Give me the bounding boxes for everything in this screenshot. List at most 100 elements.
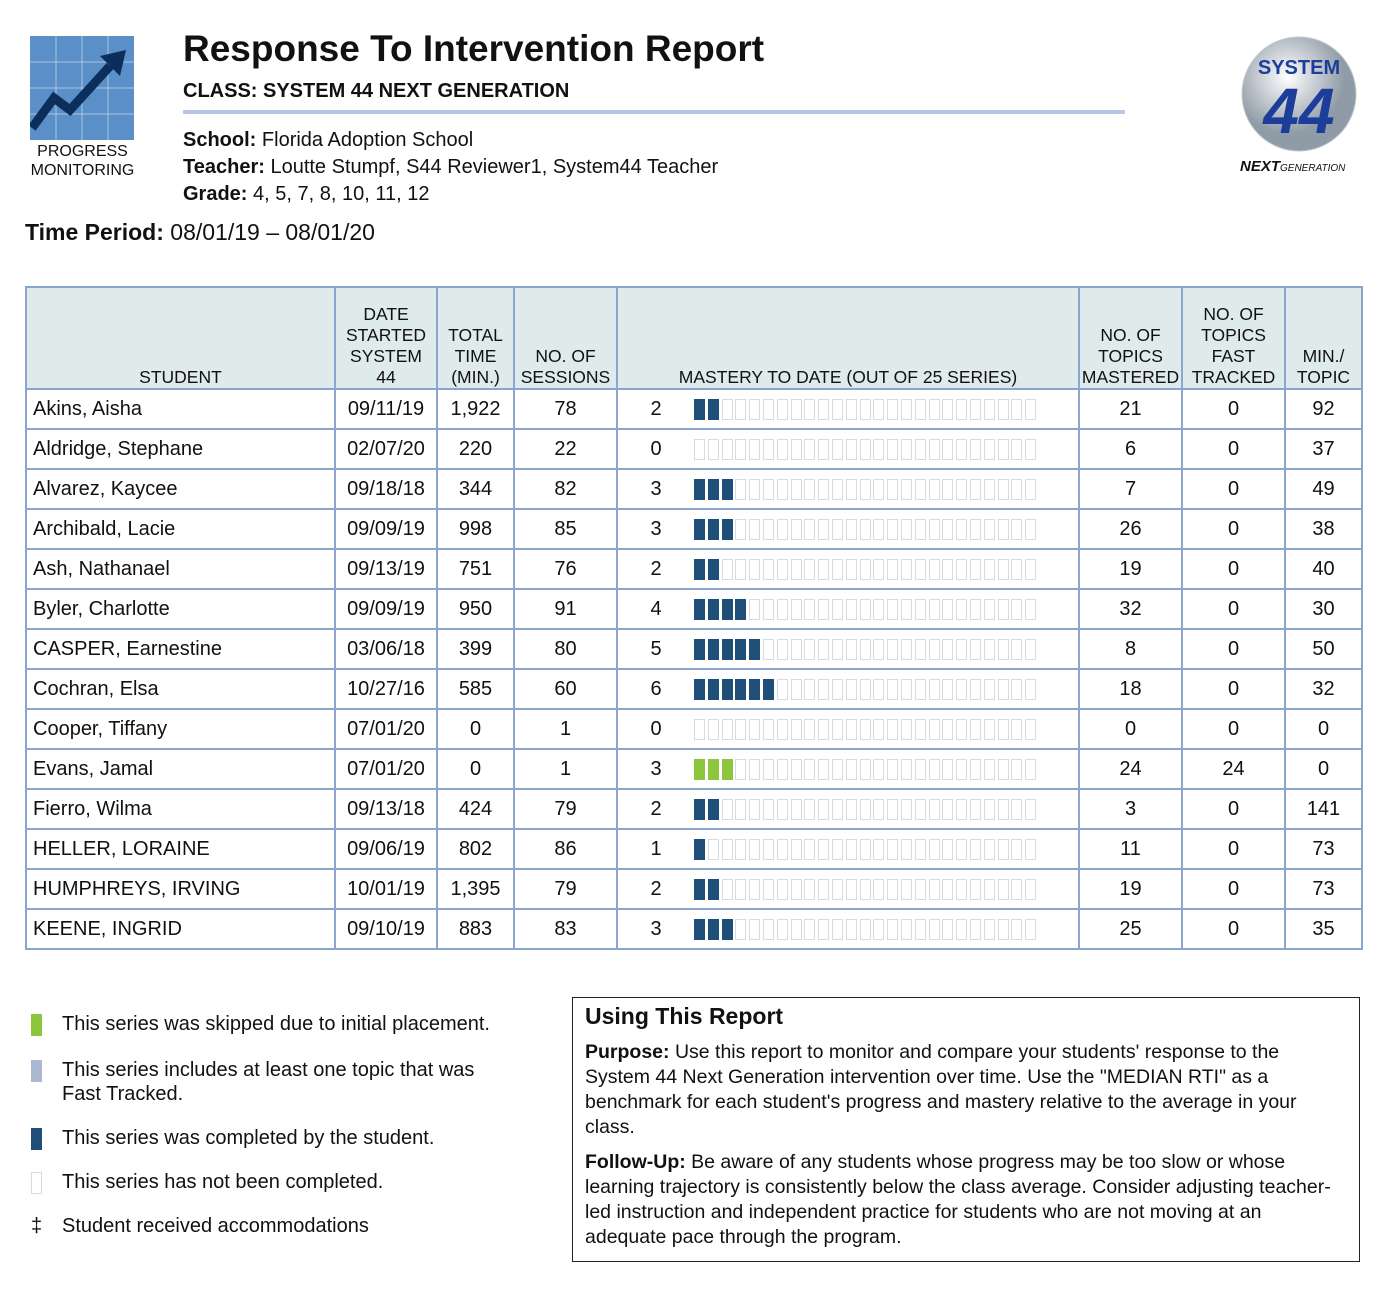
series-open (776, 878, 788, 900)
series-open (983, 758, 995, 780)
series-open (1025, 558, 1037, 580)
mastery-count: 3 (650, 917, 662, 940)
series-open (831, 558, 843, 580)
series-open (969, 638, 981, 660)
series-open (942, 838, 954, 860)
column-header: STUDENT (25, 286, 336, 390)
legend-swatch (31, 1060, 42, 1082)
series-open (900, 838, 912, 860)
series-open (942, 918, 954, 940)
mastery-count: 0 (650, 717, 662, 740)
series-done (735, 638, 747, 660)
series-open (900, 758, 912, 780)
series-open (831, 598, 843, 620)
series-done (707, 678, 719, 700)
logo-system: SYSTEM (1258, 57, 1340, 79)
series-open (721, 398, 733, 420)
cell: 24 (1078, 748, 1183, 790)
row: Byler, Charlotte 09/09/19 950 91 4 32 0 30 (25, 588, 1363, 630)
field-label: Grade: (183, 183, 248, 205)
series-open (831, 758, 843, 780)
series-open (1025, 398, 1037, 420)
series-open (818, 718, 830, 740)
mastery-cell: 2 (616, 388, 1080, 430)
series-open (735, 918, 747, 940)
cell: Cochran, Elsa (25, 668, 336, 710)
series-done (694, 918, 705, 940)
cell: 09/13/19 (334, 548, 438, 590)
series-open (1011, 638, 1023, 660)
cell: 220 (436, 428, 515, 470)
series-done (707, 518, 719, 540)
series-open (831, 678, 843, 700)
series-open (790, 558, 802, 580)
title: Response To Intervention Report (183, 28, 765, 69)
series-open (790, 638, 802, 660)
series-done (707, 758, 719, 780)
series-open (997, 798, 1009, 820)
series-open (804, 878, 816, 900)
row: Fierro, Wilma 09/13/18 424 79 2 3 0 141 (25, 788, 1363, 830)
series-open (859, 878, 871, 900)
series-open (873, 678, 885, 700)
series-open (969, 918, 981, 940)
series-open (914, 878, 926, 900)
series-done (707, 478, 719, 500)
series-open (776, 598, 788, 620)
mastery-count: 3 (650, 517, 662, 540)
cell: 1,922 (436, 388, 515, 430)
legend-swatch (31, 1014, 42, 1036)
series-open (900, 598, 912, 620)
cell: KEENE, INGRID (25, 908, 336, 950)
value: 08/01/19 – 08/01/20 (170, 219, 375, 245)
series-open (956, 798, 968, 820)
series-open (831, 718, 843, 740)
cell: 0 (1181, 548, 1286, 590)
paragraph-text: Use this report to monitor and compare y… (585, 1041, 1297, 1138)
mastery-count: 2 (650, 877, 662, 900)
cell: Akins, Aisha (25, 388, 336, 430)
series-open (956, 878, 968, 900)
paragraph-text: Be aware of any students whose progress … (585, 1151, 1331, 1248)
series-open (873, 798, 885, 820)
series-open (790, 478, 802, 500)
series-open (859, 758, 871, 780)
cell: 0 (1181, 428, 1286, 470)
series-open (776, 518, 788, 540)
series-open (845, 438, 857, 460)
field-value: Florida Adoption School (261, 129, 474, 151)
series-open (887, 638, 899, 660)
series-done (694, 558, 705, 580)
series-open (845, 638, 857, 660)
series-open (873, 838, 885, 860)
series-open (776, 478, 788, 500)
series-open (707, 438, 719, 460)
series-open (887, 678, 899, 700)
cell: Alvarez, Kaycee (25, 468, 336, 510)
cell: 40 (1284, 548, 1363, 590)
series-open (735, 438, 747, 460)
series-open (914, 838, 926, 860)
series-open (873, 878, 885, 900)
series-open (790, 918, 802, 940)
column-header: MIN./ TOPIC (1284, 286, 1363, 390)
series-done (721, 518, 733, 540)
cell: 32 (1284, 668, 1363, 710)
series-open (831, 638, 843, 660)
series-open (956, 518, 968, 540)
series-open (1025, 718, 1037, 740)
column-header: MASTERY TO DATE (OUT OF 25 SERIES) (616, 286, 1080, 390)
mastery-cell: 3 (616, 508, 1080, 550)
series-open (942, 558, 954, 580)
series-open (1011, 518, 1023, 540)
series-open (928, 798, 940, 820)
series-done (735, 598, 747, 620)
series-open (873, 918, 885, 940)
field: School: Florida Adoption School (183, 127, 718, 154)
series-done (707, 638, 719, 660)
paragraph-label: Purpose: (585, 1041, 670, 1063)
series-open (887, 798, 899, 820)
series-open (776, 838, 788, 860)
series-open (804, 758, 816, 780)
series-done (762, 678, 774, 700)
